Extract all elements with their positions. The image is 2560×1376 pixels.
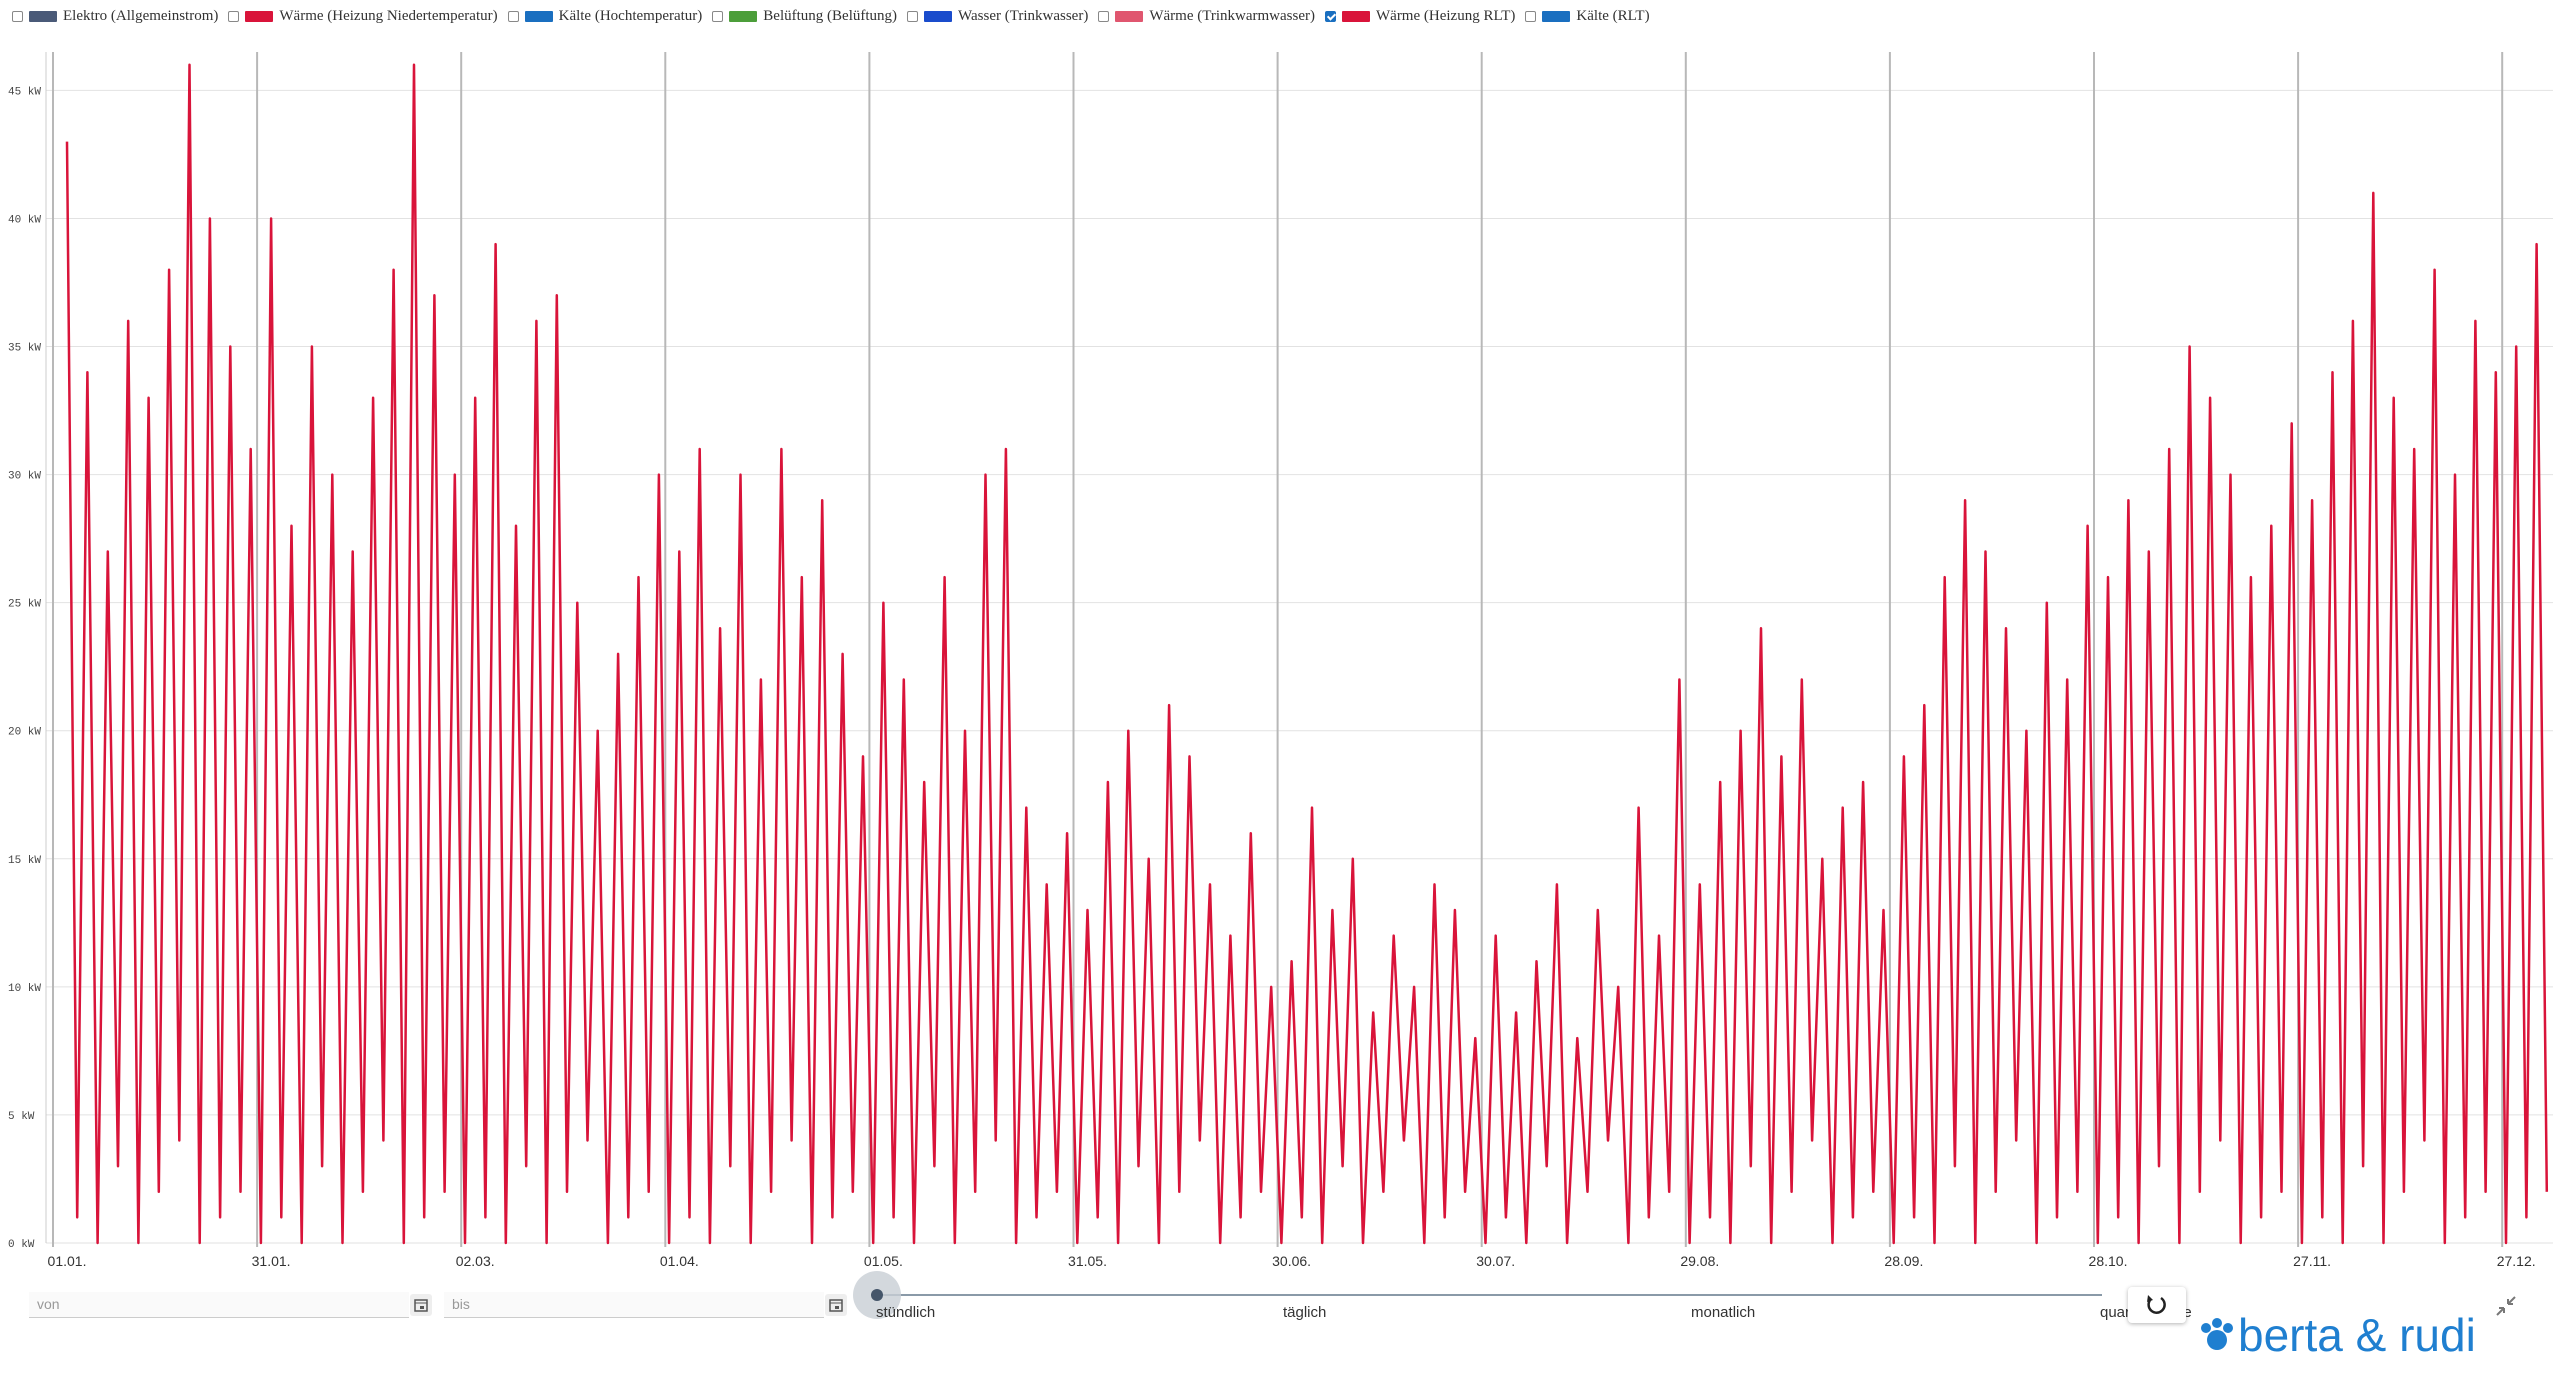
logo-text: berta & rudi [2238,1309,2476,1361]
series-line [65,63,2549,1245]
x-tick-label: 02.03. [456,1253,495,1269]
legend-item[interactable]: Kälte (Hochtemperatur) [507,8,703,25]
checkbox[interactable] [1098,11,1110,22]
checkbox[interactable] [907,11,919,22]
x-tick-label: 31.05. [1068,1253,1107,1269]
placeholder: bis [452,1296,470,1312]
legend-item[interactable]: Wärme (Heizung RLT) [1325,8,1515,25]
from-input[interactable]: von [29,1292,409,1318]
x-tick-label: 01.04. [660,1253,699,1269]
legend-swatch [245,11,274,22]
y-tick-label: 10 kW [8,983,41,995]
reset-icon [2147,1295,2166,1314]
chart: 0 kW 5 kW 10 kW 15 kW 20 kW 25 kW 30 kW 35 kW 40… [8,52,2553,1269]
legend-label: Elektro (Allgemeinstrom) [63,8,219,24]
legend-swatch [729,11,758,22]
calendar-icon[interactable] [410,1294,432,1316]
resolution-label[interactable]: monatlich [1691,1304,1756,1321]
legend-swatch [524,11,553,22]
legend-label: Kälte (RLT) [1576,8,1650,24]
reset-button[interactable] [2128,1287,2186,1323]
x-tick-label: 29.08. [1680,1253,1719,1269]
legend-item[interactable]: Wärme (Trinkwarmwasser) [1098,8,1315,25]
legend-swatch [1115,11,1144,22]
y-tick-label: 35 kW [8,343,41,355]
checkbox[interactable] [712,11,724,22]
checkbox[interactable] [228,11,240,22]
y-tick-label: 30 kW [8,471,41,483]
y-tick-label: 40 kW [8,214,41,226]
legend-swatch [924,11,953,22]
x-tick-label: 01.05. [864,1253,903,1269]
logo-icon [2201,1318,2233,1350]
legend-label: Belüftung (Belüftung) [763,8,898,24]
logo: berta & rudi [2198,1312,2476,1358]
calendar-icon[interactable] [825,1294,847,1316]
x-tick-label: 28.10. [2089,1253,2128,1269]
legend-swatch [1342,11,1370,22]
legend: Elektro (Allgemeinstrom) Wärme (Heizung N… [12,8,1660,25]
x-tick-label: 28.09. [1884,1253,1923,1269]
resolution-slider[interactable] [840,1265,2140,1325]
y-tick-label: 15 kW [8,855,41,867]
legend-swatch [29,11,57,22]
legend-swatch [1542,11,1571,22]
x-tick-label: 27.12. [2497,1253,2536,1269]
y-tick-label: 0 kW [8,1239,35,1251]
legend-item[interactable]: Kälte (RLT) [1525,8,1650,25]
checkbox[interactable] [1325,11,1336,22]
x-tick-label: 30.06. [1272,1253,1311,1269]
legend-label: Wärme (Trinkwarmwasser) [1149,8,1315,24]
checkbox[interactable] [12,11,23,22]
placeholder: von [37,1296,60,1312]
legend-label: Wasser (Trinkwasser) [958,8,1089,24]
collapse-icon[interactable] [2494,1294,2518,1318]
resolution-label[interactable]: täglich [1283,1304,1327,1321]
checkbox[interactable] [507,11,519,22]
y-tick-label: 45 kW [8,86,41,98]
legend-item[interactable]: Elektro (Allgemeinstrom) [12,8,218,25]
legend-label: Kälte (Hochtemperatur) [558,8,703,24]
x-tick-label: 30.07. [1476,1253,1515,1269]
x-tick-label: 27.11. [2293,1253,2331,1269]
y-tick-label: 25 kW [8,599,41,611]
checkbox[interactable] [1525,11,1537,22]
x-tick-label: 01.01. [48,1253,87,1269]
y-tick-label: 20 kW [8,727,41,739]
resolution-label[interactable]: stündlich [876,1304,936,1321]
legend-label: Wärme (Heizung Niedertemperatur) [279,8,498,24]
y-tick-label: 5 kW [8,1111,35,1123]
to-input[interactable]: bis [444,1292,824,1318]
legend-label: Wärme (Heizung RLT) [1376,8,1516,24]
legend-item[interactable]: Wasser (Trinkwasser) [907,8,1088,25]
legend-item[interactable]: Belüftung (Belüftung) [712,8,897,25]
legend-item[interactable]: Wärme (Heizung Niedertemperatur) [228,8,498,25]
x-tick-label: 31.01. [252,1253,291,1269]
